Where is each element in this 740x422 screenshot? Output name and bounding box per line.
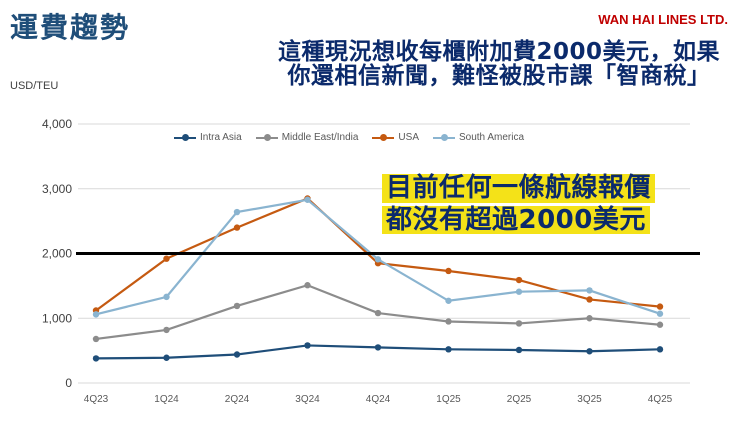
data-point <box>233 302 241 310</box>
y-tick-labels: 0 1,000 2,000 3,000 4,000 <box>42 117 72 390</box>
legend-swatch <box>372 133 395 141</box>
data-point <box>163 293 170 301</box>
x-tick-label: 1Q25 <box>436 394 461 405</box>
data-point <box>233 224 241 231</box>
legend-label: Intra Asia <box>200 132 242 143</box>
data-point <box>374 256 382 263</box>
data-point <box>445 346 452 353</box>
data-point <box>656 303 664 310</box>
data-point <box>656 321 664 328</box>
data-point <box>374 344 382 351</box>
data-point <box>515 276 523 284</box>
data-point <box>163 255 170 262</box>
data-point <box>515 320 523 327</box>
legend: Intra Asia Middle East/India USA South Amer… <box>174 132 524 143</box>
data-point <box>515 346 523 354</box>
legend-item: USA <box>372 132 419 143</box>
x-tick-label: 4Q23 <box>84 394 109 405</box>
data-point <box>445 267 452 275</box>
legend-item: South America <box>432 132 525 143</box>
x-tick-label: 3Q25 <box>577 394 602 405</box>
legend-label: South America <box>458 132 525 143</box>
y-tick-label: 3,000 <box>42 182 72 196</box>
callout-top-line2: 你還相信新聞，難怪被股市課「智商稅」 <box>287 63 711 90</box>
data-point <box>586 348 593 355</box>
x-tick-label: 4Q25 <box>648 394 673 405</box>
data-point <box>586 287 593 294</box>
data-point <box>656 310 664 317</box>
x-tick-labels: 4Q23 1Q24 2Q24 3Q24 4Q24 1Q25 2Q25 3Q25 4Q25 <box>84 394 673 405</box>
data-point <box>656 346 664 353</box>
callout-mid: 目前任何一條航線報價 都沒有超過2000美元 <box>382 174 656 237</box>
data-point <box>515 288 523 295</box>
legend-swatch <box>174 133 196 141</box>
callout-mid-line2: 都沒有超過2000美元 <box>382 205 650 235</box>
x-tick-label: 4Q24 <box>366 394 391 405</box>
data-point <box>445 318 452 325</box>
data-point <box>92 335 100 343</box>
x-tick-label: 3Q24 <box>295 394 320 405</box>
data-point <box>92 355 100 362</box>
data-point <box>304 196 311 203</box>
y-tick-label: 2,000 <box>42 247 72 261</box>
data-point <box>374 309 382 317</box>
data-point <box>445 297 452 304</box>
data-point <box>304 342 311 349</box>
y-axis-label: USD/TEU <box>10 80 59 92</box>
legend-item: Middle East/India <box>255 132 359 143</box>
legend-item: Intra Asia <box>174 132 242 143</box>
y-tick-label: 4,000 <box>42 117 72 131</box>
callout-top-line1: 這種現況想收每櫃附加費2000美元，如果 <box>277 39 720 65</box>
x-tick-label: 2Q24 <box>225 394 250 405</box>
data-point <box>233 208 241 216</box>
callout-mid-line1: 目前任何一條航線報價 <box>382 174 656 203</box>
series-lines <box>92 195 664 362</box>
y-tick-label: 1,000 <box>42 311 72 325</box>
legend-swatch <box>432 133 455 141</box>
legend-swatch <box>255 133 278 141</box>
callout-top: 這種現況想收每櫃附加費2000美元，如果 你還相信新聞，難怪被股市課「智商稅」 <box>278 40 720 88</box>
x-tick-label: 2Q25 <box>507 394 532 405</box>
page-title: 運費趨勢 <box>10 11 131 44</box>
data-point <box>163 326 170 334</box>
data-point <box>233 351 241 358</box>
data-point <box>163 354 170 361</box>
y-tick-label: 0 <box>65 376 72 390</box>
legend-label: USA <box>398 132 419 143</box>
x-tick-label: 1Q24 <box>154 394 179 405</box>
data-point <box>304 282 311 289</box>
data-point <box>586 315 593 322</box>
legend-label: Middle East/India <box>281 132 359 143</box>
brand-logo-text: WAN HAI LINES LTD. <box>598 12 728 27</box>
data-point <box>586 296 593 303</box>
data-point <box>92 311 100 318</box>
